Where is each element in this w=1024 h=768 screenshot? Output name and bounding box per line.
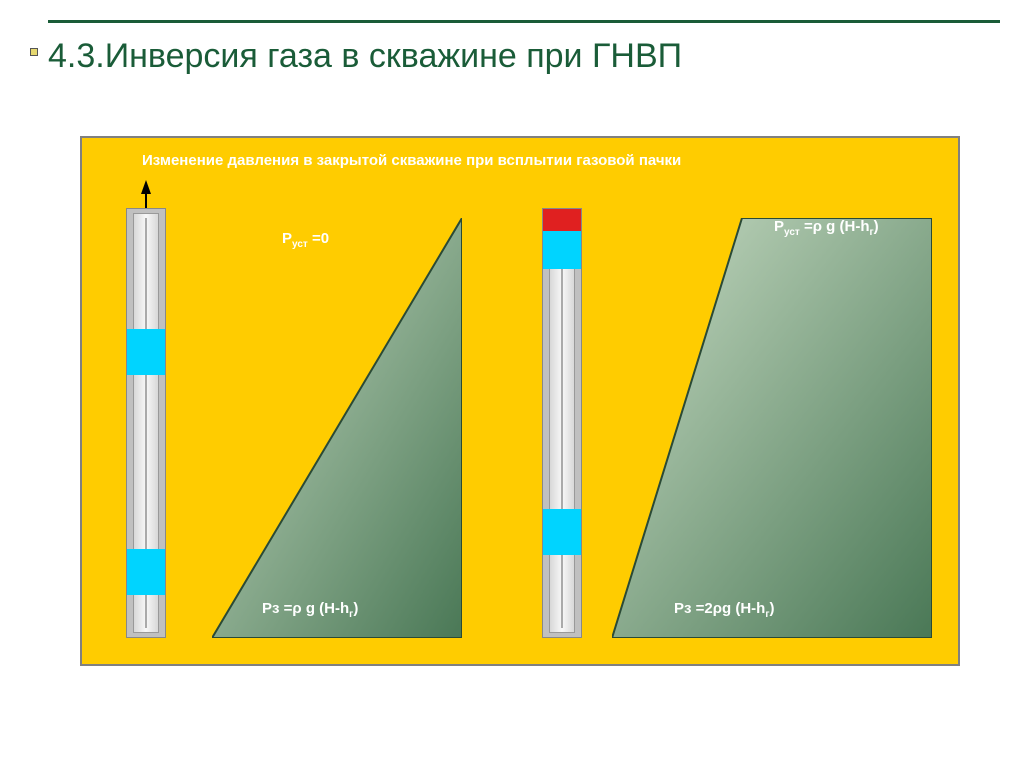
- label-p-ust-rho: Pуст =ρ g (H-hг): [774, 218, 879, 238]
- well-column-1: [126, 208, 166, 638]
- diagram-subtitle: Изменение давления в закрытой скважине п…: [142, 152, 681, 169]
- slide-title: 4.3.Инверсия газа в скважине при ГНВП: [48, 28, 976, 77]
- label-p-z-2: Pз =2ρg (H-hг): [674, 600, 775, 620]
- diagram-panel: Изменение давления в закрытой скважине п…: [80, 136, 960, 666]
- pressure-trapezoid-2: [612, 218, 932, 638]
- fluid-segment-cyan: [543, 231, 581, 269]
- slide: 4.3.Инверсия газа в скважине при ГНВП Из…: [0, 0, 1024, 768]
- slide-bullet-marker: [30, 48, 38, 56]
- pressure-triangle-1: [212, 218, 462, 638]
- fluid-segment-cyan: [127, 329, 165, 375]
- well-inner: [549, 213, 575, 633]
- title-underline: [48, 20, 1000, 23]
- label-p-z-1: Pз =ρ g (H-hг): [262, 600, 358, 620]
- well-channel: [561, 218, 563, 628]
- gas-segment-red: [543, 209, 581, 231]
- fluid-segment-cyan: [543, 509, 581, 555]
- label-p-ust-zero: Pуст =0: [282, 230, 329, 250]
- arrow-stem: [145, 192, 147, 208]
- well-column-2: [542, 208, 582, 638]
- title-zone: 4.3.Инверсия газа в скважине при ГНВП: [48, 28, 976, 77]
- fluid-segment-cyan: [127, 549, 165, 595]
